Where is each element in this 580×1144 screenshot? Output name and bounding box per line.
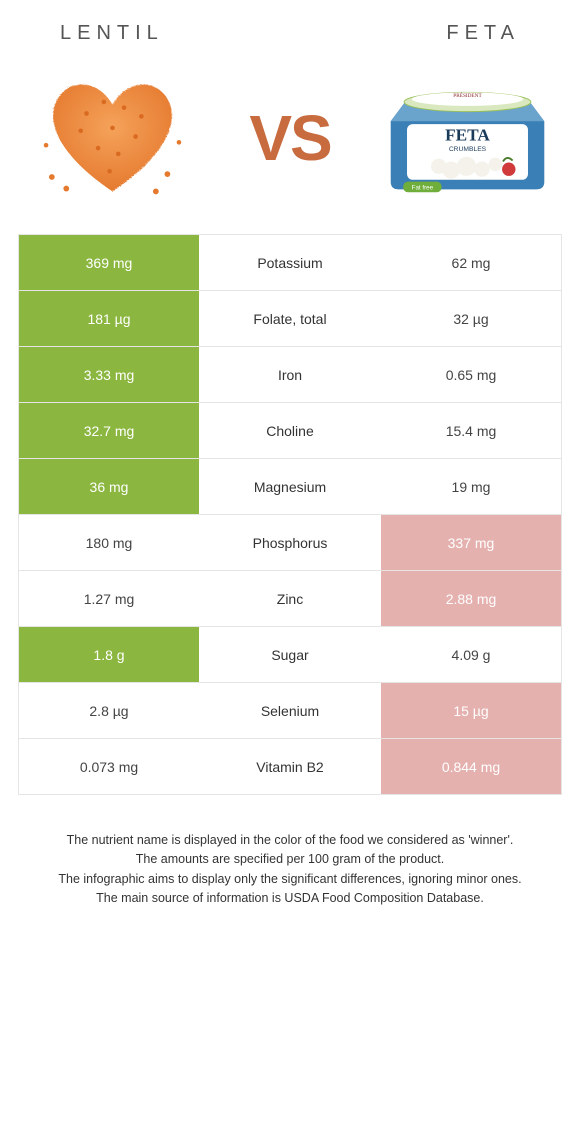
value-right: 4.09 g: [381, 627, 561, 682]
table-row: 1.27 mgZinc2.88 mg: [19, 570, 561, 626]
svg-text:CRUMBLES: CRUMBLES: [449, 145, 487, 152]
table-row: 369 mgPotassium62 mg: [19, 234, 561, 290]
feta-package-icon: FETA CRUMBLES Fat free PRÉSIDENT: [385, 78, 550, 198]
value-left: 3.33 mg: [19, 347, 199, 402]
nutrient-name: Choline: [199, 403, 381, 458]
food-a-title: LENTIL: [60, 22, 164, 45]
value-left: 369 mg: [19, 235, 199, 290]
comparison-table: 369 mgPotassium62 mg181 µgFolate, total3…: [18, 234, 562, 795]
value-left: 1.27 mg: [19, 571, 199, 626]
lentil-heart-icon: [40, 73, 185, 203]
nutrient-name: Sugar: [199, 627, 381, 682]
value-right: 19 mg: [381, 459, 561, 514]
table-row: 181 µgFolate, total32 µg: [19, 290, 561, 346]
svg-text:FETA: FETA: [445, 125, 490, 144]
table-row: 1.8 gSugar4.09 g: [19, 626, 561, 682]
table-row: 3.33 mgIron0.65 mg: [19, 346, 561, 402]
value-right: 62 mg: [381, 235, 561, 290]
value-left: 2.8 µg: [19, 683, 199, 738]
vs-label: VS: [249, 101, 330, 175]
footnote-line: The main source of information is USDA F…: [34, 889, 546, 908]
table-row: 32.7 mgCholine15.4 mg: [19, 402, 561, 458]
footnote: The nutrient name is displayed in the co…: [0, 795, 580, 929]
nutrient-name: Folate, total: [199, 291, 381, 346]
value-right: 15 µg: [381, 683, 561, 738]
footnote-line: The nutrient name is displayed in the co…: [34, 831, 546, 850]
nutrient-name: Selenium: [199, 683, 381, 738]
food-b-image: FETA CRUMBLES Fat free PRÉSIDENT: [385, 65, 550, 210]
nutrient-name: Vitamin B2: [199, 739, 381, 794]
nutrient-name: Zinc: [199, 571, 381, 626]
nutrient-name: Magnesium: [199, 459, 381, 514]
value-left: 180 mg: [19, 515, 199, 570]
value-right: 0.65 mg: [381, 347, 561, 402]
table-row: 0.073 mgVitamin B20.844 mg: [19, 738, 561, 794]
value-right: 0.844 mg: [381, 739, 561, 794]
table-row: 2.8 µgSelenium15 µg: [19, 682, 561, 738]
title-row: LENTIL FETA: [0, 0, 580, 55]
table-row: 180 mgPhosphorus337 mg: [19, 514, 561, 570]
nutrient-name: Potassium: [199, 235, 381, 290]
value-left: 181 µg: [19, 291, 199, 346]
table-row: 36 mgMagnesium19 mg: [19, 458, 561, 514]
value-left: 36 mg: [19, 459, 199, 514]
value-right: 2.88 mg: [381, 571, 561, 626]
food-a-image: [30, 65, 195, 210]
value-right: 337 mg: [381, 515, 561, 570]
nutrient-name: Iron: [199, 347, 381, 402]
food-b-title: FETA: [446, 22, 520, 45]
svg-text:PRÉSIDENT: PRÉSIDENT: [453, 91, 482, 99]
value-right: 15.4 mg: [381, 403, 561, 458]
value-right: 32 µg: [381, 291, 561, 346]
value-left: 0.073 mg: [19, 739, 199, 794]
value-left: 32.7 mg: [19, 403, 199, 458]
nutrient-name: Phosphorus: [199, 515, 381, 570]
svg-text:Fat free: Fat free: [412, 184, 434, 191]
value-left: 1.8 g: [19, 627, 199, 682]
footnote-line: The infographic aims to display only the…: [34, 870, 546, 889]
hero-row: VS FETA CRUMBLES Fat free PRÉSIDENT: [0, 55, 580, 234]
footnote-line: The amounts are specified per 100 gram o…: [34, 850, 546, 869]
